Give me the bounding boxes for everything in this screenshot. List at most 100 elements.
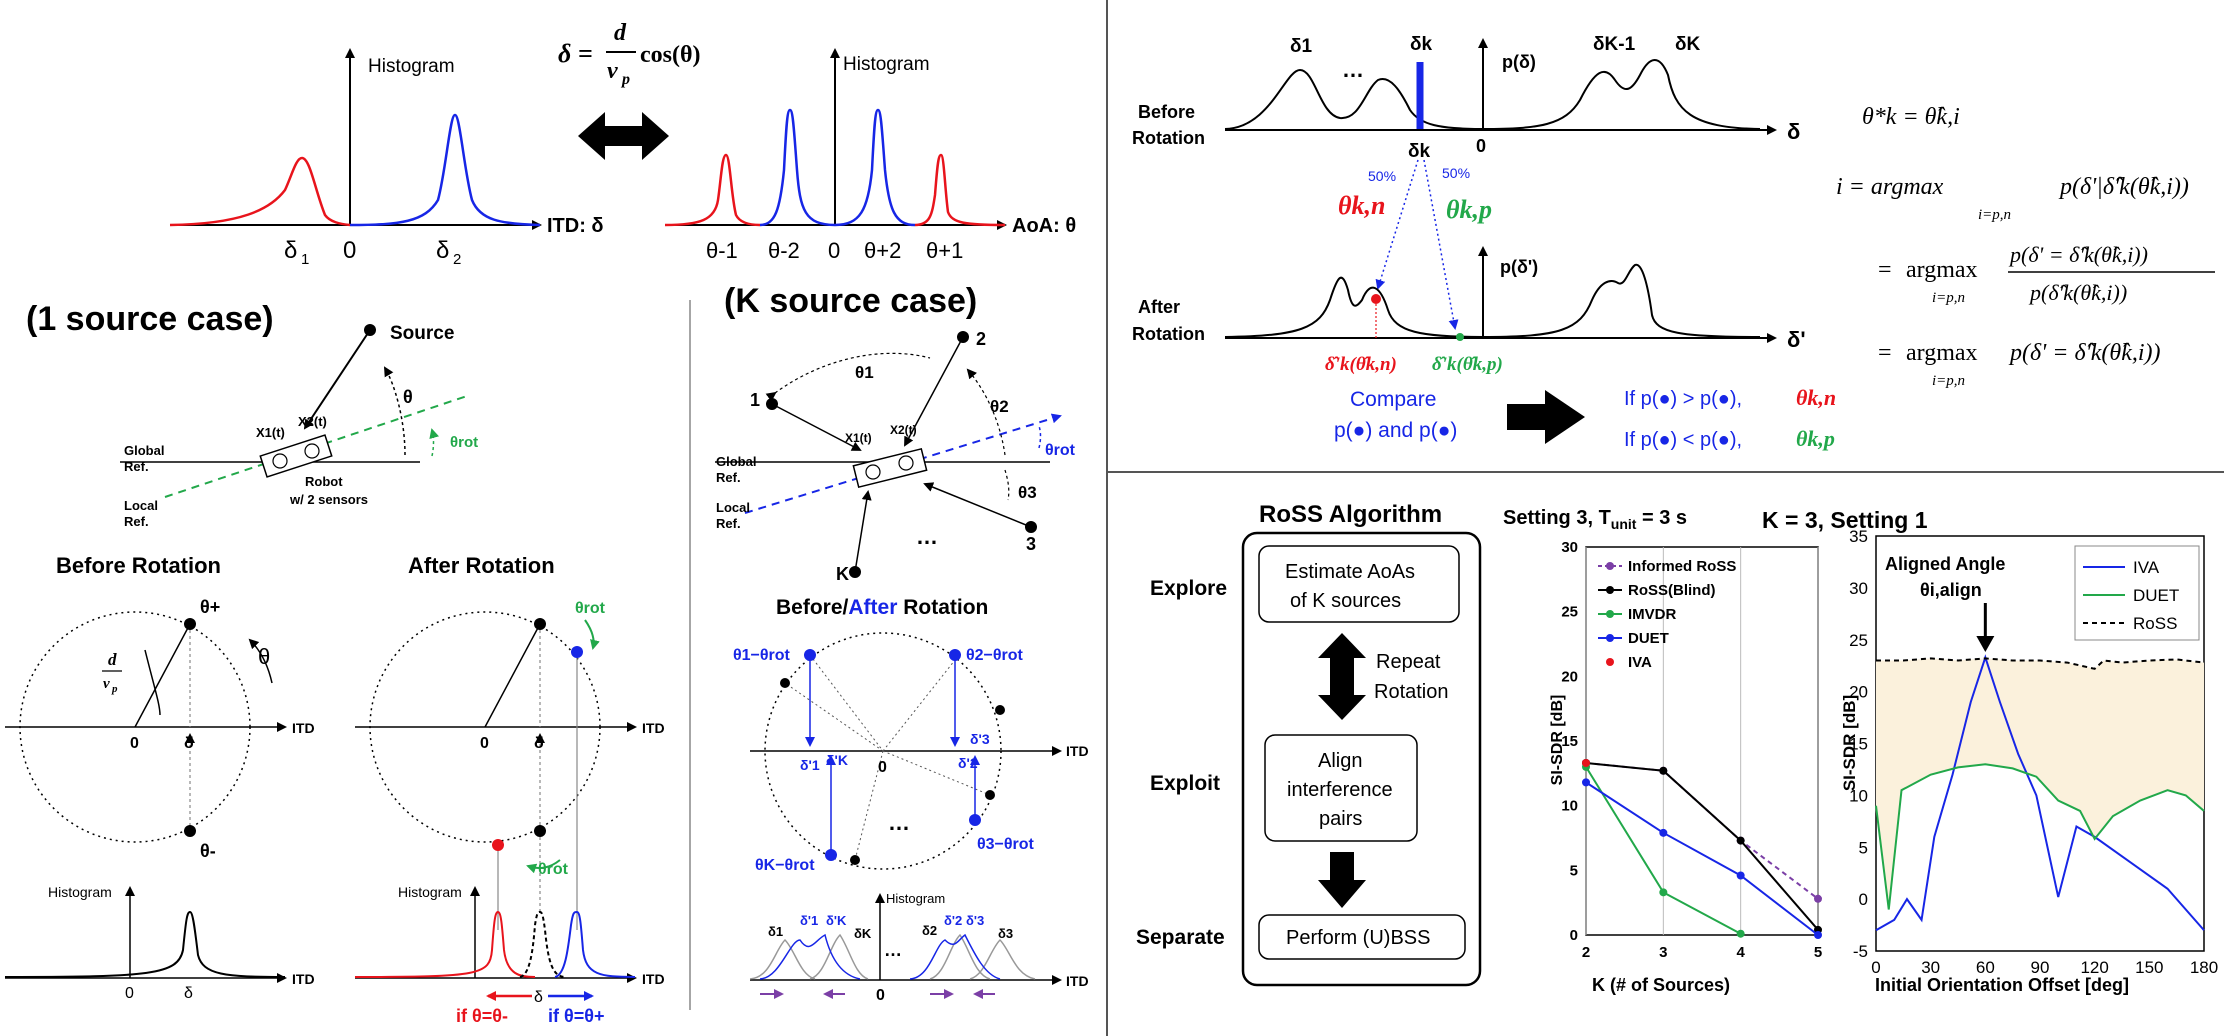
aoa-red-right [914, 153, 1006, 227]
before-zero: 0 [130, 735, 139, 752]
svg-text:=: = [1878, 257, 1892, 283]
chart1-point [1582, 778, 1590, 787]
itd-tick-delta1: δ [284, 237, 297, 264]
chart2-ylabel: SI-SDR [dB] [1840, 695, 1859, 791]
chart1-legend-marker [1606, 658, 1614, 666]
chart2-annot-2: θi,align [1920, 580, 1982, 600]
itd-histogram: Histogram ITD: δ δ 1 0 δ 2 [169, 48, 604, 268]
robot-label-2: w/ 2 sensors [289, 492, 368, 507]
chart1-ytick: 5 [1570, 862, 1578, 879]
after-histogram: Histogram [398, 884, 462, 900]
chart2-xtick: 0 [1871, 958, 1880, 977]
aoa-tick-1: θ-1 [706, 238, 738, 263]
one-theta: θ [403, 387, 413, 407]
chart2-xtick: 180 [2190, 958, 2218, 977]
chart1-point [1582, 758, 1590, 767]
before-histogram: Histogram [48, 884, 112, 900]
tr-theta-kp: θk,p [1446, 195, 1492, 224]
tr-delta-prime-axis: δ' [1787, 327, 1806, 352]
itd-tick-delta1-sub: 1 [301, 251, 309, 268]
aoa-tick-3: 0 [828, 238, 840, 263]
formula-rhs: cos(θ) [640, 42, 701, 68]
k-global-ref-1: Global [716, 454, 756, 469]
svg-text:δK: δK [1675, 34, 1701, 55]
tr-if-gt-theta: θk,n [1796, 385, 1836, 410]
one-source-title: (1 source case) [26, 300, 274, 338]
svg-text:δk: δk [1410, 34, 1433, 55]
top-right-equations: θ*k = θ̂k,i i = argmax i=p,n p(δ'|δ̂'k(θ… [1836, 104, 2215, 389]
formula-den-sub: p [620, 71, 630, 88]
after-theta-rot-top: θrot [575, 600, 606, 617]
updown-arrow-icon [1318, 633, 1366, 720]
tr-compare-1: Compare [1350, 388, 1436, 411]
svg-text:δ'2: δ'2 [944, 913, 962, 928]
eq1: θ*k = θ̂k,i [1862, 104, 1960, 130]
if-theta-plus: if θ=θ+ [548, 1006, 604, 1026]
chart2-legend-label: IVA [2133, 558, 2160, 577]
chart1-legend-label: IMVDR [1628, 606, 1677, 623]
chart1-point [1736, 836, 1745, 845]
after-hist-itd: ITD [642, 971, 665, 987]
svg-text:=: = [1878, 340, 1892, 366]
x1-label: X1(t) [256, 425, 285, 440]
formula-num: d [614, 20, 627, 46]
k-d3: δ'3 [970, 731, 990, 747]
chart2-xtick: 30 [1921, 958, 1940, 977]
svg-text:δ1: δ1 [768, 924, 783, 939]
tr-after-1: After [1138, 297, 1180, 317]
aoa-tick-5: θ+1 [926, 238, 963, 263]
eq4-sub: i=p,n [1932, 373, 1965, 389]
itd-blue-peak [349, 113, 541, 227]
chart1-frame [1585, 546, 1819, 936]
chart1-ytick: 10 [1561, 798, 1578, 815]
tr-theta-kn: θk,n [1338, 191, 1385, 220]
chart2-xtick: 90 [2031, 958, 2050, 977]
if-theta-minus: if θ=θ- [456, 1006, 508, 1026]
algo-repeat-2: Rotation [1374, 681, 1449, 703]
tr-before-1: Before [1138, 102, 1195, 122]
robot-label-1: Robot [305, 474, 343, 489]
chart2-series-line [1875, 763, 2205, 910]
eq2-rhs: p(δ'|δ̂'k(θ̂k,i)) [2058, 174, 2189, 200]
chart1-ytick: 20 [1561, 668, 1578, 685]
after-zero: 0 [480, 735, 489, 752]
k-global-ref-2: Ref. [716, 470, 741, 485]
chart2-ytick: -5 [1853, 942, 1868, 961]
chart2-series-line [1875, 654, 2205, 932]
chart2-legend-box [2074, 545, 2200, 641]
chart1-point [1814, 894, 1822, 903]
after-hist-delta: δ [534, 989, 543, 1006]
chart1-xtick: 2 [1582, 944, 1590, 961]
eq3-den: p(δ̂'k(θ̂k,i)) [2028, 280, 2127, 305]
aoa-blue-left [759, 108, 836, 227]
algo-box3: Perform (U)BSS [1286, 927, 1430, 949]
one-global-ref-2: Ref. [124, 459, 149, 474]
chart1-point [1659, 828, 1668, 837]
chart2-legend-label: RoSS [2133, 614, 2177, 633]
chart2-fill-area [1876, 658, 2204, 910]
aoa-blue-right [834, 108, 916, 227]
tr-compare-2: p(●) and p(●) [1334, 419, 1457, 442]
k-theta3: θ3 [1018, 483, 1037, 502]
k-circle-itd: ITD [1066, 743, 1089, 759]
one-local-ref-2: Ref. [124, 514, 149, 529]
source-label: Source [390, 323, 454, 344]
chart1-legend-marker [1606, 562, 1614, 570]
itd-axis-label: ITD: δ [547, 215, 604, 237]
k-label-2: 2 [976, 329, 986, 349]
chart2-ytick: 30 [1849, 579, 1868, 598]
k-local-ref-2: Ref. [716, 516, 741, 531]
svg-text:argmax: argmax [1906, 340, 1978, 366]
algo-title: RoSS Algorithm [1259, 501, 1442, 528]
before-d-num: d [108, 650, 117, 669]
k-source-title: (K source case) [724, 282, 977, 320]
k-hist-itd: ITD [1066, 973, 1089, 989]
k-dk: δ'K [826, 752, 848, 768]
aoa-red-left [664, 153, 761, 227]
before-theta-minus: θ- [200, 841, 216, 861]
formula-den: v [607, 58, 618, 84]
svg-text:…: … [1342, 57, 1364, 82]
x2-label: X2(t) [298, 414, 327, 429]
